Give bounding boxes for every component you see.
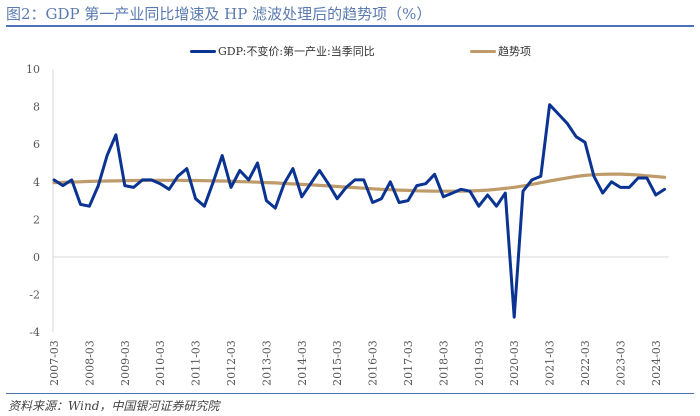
x-tick-label: 2018-03 — [437, 340, 450, 386]
x-tick-label: 2022-03 — [579, 340, 592, 386]
line-chart: 10 8 6 4 2 0 -2 -4 2007-03 2008-03 2009-03 2010-03 2… — [26, 63, 669, 386]
y-tick-label: -4 — [29, 326, 40, 339]
x-tick-label: 2011-03 — [190, 340, 203, 386]
trend-series-line — [52, 172, 667, 193]
y-tick-label: 0 — [33, 251, 40, 264]
legend-swatch-trend — [470, 49, 496, 53]
y-tick-label: 2 — [33, 213, 40, 226]
legend-label-trend: 趋势项 — [498, 45, 531, 58]
x-tick-label: 2012-03 — [225, 340, 238, 386]
x-tick-label: 2016-03 — [367, 340, 380, 386]
x-tick-label: 2019-03 — [473, 340, 486, 386]
chart-title: 图2：GDP 第一产业同比增速及 HP 滤波处理后的趋势项（%） — [6, 5, 432, 23]
y-tick-label: 6 — [33, 138, 40, 151]
x-tick-label: 2024-03 — [650, 340, 663, 386]
y-tick-label: 8 — [33, 101, 40, 114]
x-tick-label: 2017-03 — [402, 340, 415, 386]
title-divider — [6, 25, 694, 27]
x-tick-label: 2009-03 — [119, 340, 132, 386]
legend-item-trend: 趋势项 — [470, 43, 531, 59]
x-tick-label: 2023-03 — [614, 340, 627, 386]
legend: GDP:不变价:第一产业:当季同比 趋势项 — [0, 43, 700, 59]
x-tick-label: 2020-03 — [508, 340, 521, 386]
x-tick-label: 2010-03 — [154, 340, 167, 386]
y-tick-label: 4 — [33, 176, 40, 189]
x-tick-label: 2015-03 — [331, 340, 344, 386]
y-tick-label: -2 — [29, 289, 40, 302]
x-tick-label: 2013-03 — [260, 340, 273, 386]
x-tick-label: 2008-03 — [83, 340, 96, 386]
legend-swatch-gdp — [190, 49, 216, 53]
bottom-divider — [6, 393, 694, 394]
source-note: 资料来源：Wind，中国银河证券研究院 — [8, 399, 220, 413]
x-tick-label: 2021-03 — [544, 340, 557, 386]
legend-item-gdp: GDP:不变价:第一产业:当季同比 — [190, 43, 375, 59]
gdp-series-line — [52, 103, 667, 319]
x-tick-label: 2014-03 — [296, 340, 309, 386]
legend-label-gdp: GDP:不变价:第一产业:当季同比 — [218, 45, 375, 58]
x-tick-label: 2007-03 — [48, 340, 61, 386]
y-tick-label: 10 — [26, 63, 40, 76]
